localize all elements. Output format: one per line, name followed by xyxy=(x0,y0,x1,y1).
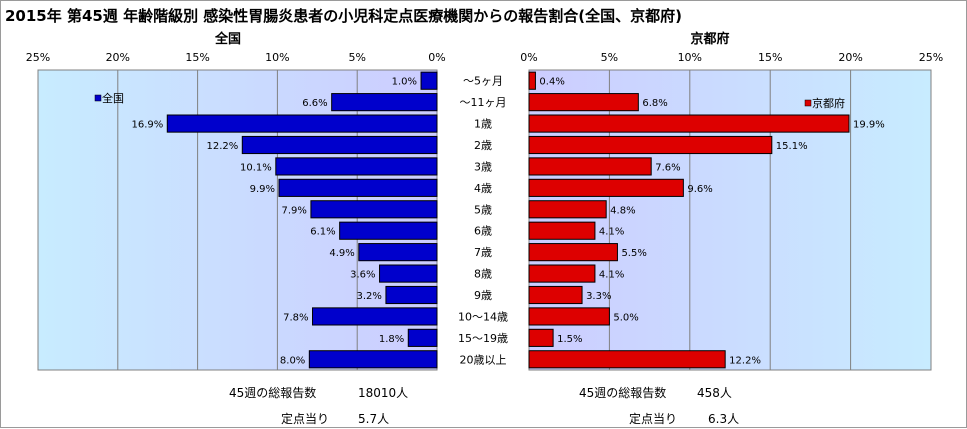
national-bar xyxy=(275,157,438,176)
national-bar xyxy=(312,307,438,326)
category-label: 3歳 xyxy=(474,160,492,173)
category-label: 2歳 xyxy=(474,139,492,152)
kyoto-panel-title: 京都府 xyxy=(690,32,730,47)
national-data-label: 6.6% xyxy=(302,98,327,109)
category-label: 6歳 xyxy=(474,225,492,238)
national-bar xyxy=(420,71,438,90)
national-data-label: 4.9% xyxy=(329,248,354,259)
kyoto-bar xyxy=(528,157,652,176)
national-data-label: 12.2% xyxy=(207,141,239,152)
national-data-label: 6.1% xyxy=(310,227,335,238)
national-bar xyxy=(379,264,438,283)
national-data-label: 10.1% xyxy=(240,162,272,173)
chart-title: 2015年 第45週 年齢階級別 感染性胃腸炎患者の小児科定点医療機関からの報告… xyxy=(5,7,683,25)
kyoto-bar xyxy=(528,221,596,240)
kyoto-bar xyxy=(528,264,596,283)
national-x-tick-label: 25% xyxy=(26,51,50,64)
kyoto-bar xyxy=(528,114,850,133)
kyoto-x-tick-label: 5% xyxy=(601,51,618,64)
kyoto-bar xyxy=(528,285,583,305)
national-per-label: 定点当り xyxy=(281,412,330,426)
kyoto-bar xyxy=(528,71,536,90)
kyoto-data-label: 9.6% xyxy=(687,184,712,195)
national-bar xyxy=(358,243,438,262)
kyoto-data-label: 3.3% xyxy=(586,291,611,302)
national-bar xyxy=(241,135,438,155)
kyoto-data-label: 15.1% xyxy=(776,141,808,152)
kyoto-data-label: 0.4% xyxy=(539,77,564,88)
kyoto-bar xyxy=(528,178,684,197)
kyoto-data-label: 7.6% xyxy=(655,162,680,173)
category-label: 10～14歳 xyxy=(458,310,508,323)
kyoto-data-label: 5.0% xyxy=(613,312,638,323)
kyoto-bar xyxy=(528,328,554,347)
category-label: 5歳 xyxy=(474,203,492,216)
kyoto-x-tick-label: 20% xyxy=(838,51,862,64)
kyoto-bar xyxy=(528,135,773,155)
category-label: 1歳 xyxy=(474,118,492,131)
national-data-label: 7.8% xyxy=(283,312,308,323)
national-data-label: 1.8% xyxy=(379,334,404,345)
kyoto-data-label: 5.5% xyxy=(621,248,646,259)
national-bar xyxy=(166,114,438,133)
national-x-tick-label: 5% xyxy=(348,51,365,64)
national-bar xyxy=(339,221,438,240)
kyoto-bar xyxy=(528,243,618,262)
kyoto-per-label: 定点当り xyxy=(629,412,678,426)
kyoto-legend-marker xyxy=(804,99,812,107)
national-legend-marker xyxy=(94,94,102,102)
national-x-tick-label: 0% xyxy=(428,51,445,64)
national-data-label: 8.0% xyxy=(280,355,305,366)
kyoto-x-tick-label: 10% xyxy=(678,51,702,64)
kyoto-data-label: 4.1% xyxy=(599,270,624,281)
kyoto-data-label: 19.9% xyxy=(853,120,885,131)
category-label: ～5ヶ月 xyxy=(463,75,503,88)
national-panel-title: 全国 xyxy=(214,32,242,47)
national-per-value: 5.7人 xyxy=(358,412,390,426)
category-label: 9歳 xyxy=(474,289,492,302)
national-total-label: 45週の総報告数 xyxy=(229,386,317,400)
kyoto-bar xyxy=(528,350,726,369)
kyoto-bar xyxy=(528,200,607,219)
kyoto-data-label: 12.2% xyxy=(729,355,761,366)
national-data-label: 7.9% xyxy=(282,205,307,216)
national-x-tick-label: 10% xyxy=(265,51,289,64)
kyoto-data-label: 1.5% xyxy=(557,334,582,345)
kyoto-data-label: 4.8% xyxy=(610,205,635,216)
national-bar xyxy=(331,93,438,112)
national-bar xyxy=(310,200,438,219)
national-bar xyxy=(407,328,438,347)
category-label: 15～19歳 xyxy=(458,332,508,345)
national-data-label: 3.2% xyxy=(357,291,382,302)
kyoto-bar xyxy=(528,307,610,326)
national-data-label: 9.9% xyxy=(250,184,275,195)
category-label: 20歳以上 xyxy=(460,353,507,366)
kyoto-data-label: 6.8% xyxy=(642,98,667,109)
national-data-label: 16.9% xyxy=(131,120,163,131)
kyoto-legend-label: 京都府 xyxy=(812,96,845,110)
kyoto-total-label: 45週の総報告数 xyxy=(579,386,667,400)
category-label: ～11ヶ月 xyxy=(460,96,507,109)
national-bar xyxy=(308,350,438,369)
national-total-value: 18010人 xyxy=(358,386,409,400)
national-data-label: 3.6% xyxy=(350,270,375,281)
category-label: 8歳 xyxy=(474,268,492,281)
national-x-tick-label: 20% xyxy=(106,51,130,64)
kyoto-total-value: 458人 xyxy=(697,386,732,400)
national-data-label: 1.0% xyxy=(392,77,417,88)
kyoto-bar xyxy=(528,93,639,112)
kyoto-x-tick-label: 15% xyxy=(758,51,782,64)
kyoto-data-label: 4.1% xyxy=(599,227,624,238)
category-label: 7歳 xyxy=(474,246,492,259)
national-bar xyxy=(385,285,438,305)
kyoto-x-tick-label: 0% xyxy=(520,51,537,64)
national-legend-label: 全国 xyxy=(102,91,124,105)
category-label: 4歳 xyxy=(474,182,492,195)
national-bar xyxy=(278,178,438,197)
kyoto-x-tick-label: 25% xyxy=(919,51,943,64)
kyoto-per-value: 6.3人 xyxy=(708,412,740,426)
national-x-tick-label: 15% xyxy=(185,51,209,64)
